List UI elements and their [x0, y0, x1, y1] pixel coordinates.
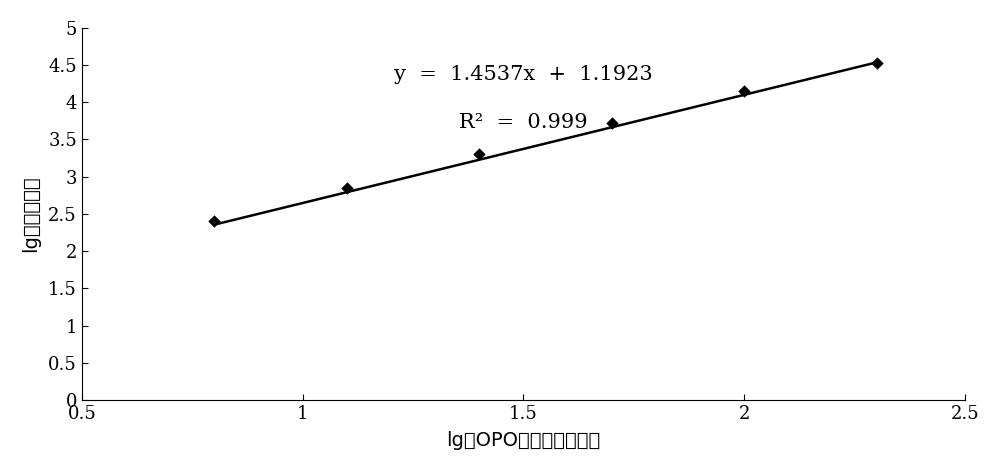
Y-axis label: lg（峰面积）: lg（峰面积） [21, 176, 40, 252]
X-axis label: lg（OPO标准溶液浓度）: lg（OPO标准溶液浓度） [446, 431, 600, 450]
Point [736, 87, 752, 95]
Point [339, 184, 355, 192]
Point [604, 119, 620, 127]
Text: y  =  1.4537x  +  1.1923: y = 1.4537x + 1.1923 [394, 65, 653, 84]
Point [869, 59, 885, 66]
Point [471, 151, 487, 158]
Text: R²  =  0.999: R² = 0.999 [459, 114, 588, 132]
Point [206, 218, 222, 225]
